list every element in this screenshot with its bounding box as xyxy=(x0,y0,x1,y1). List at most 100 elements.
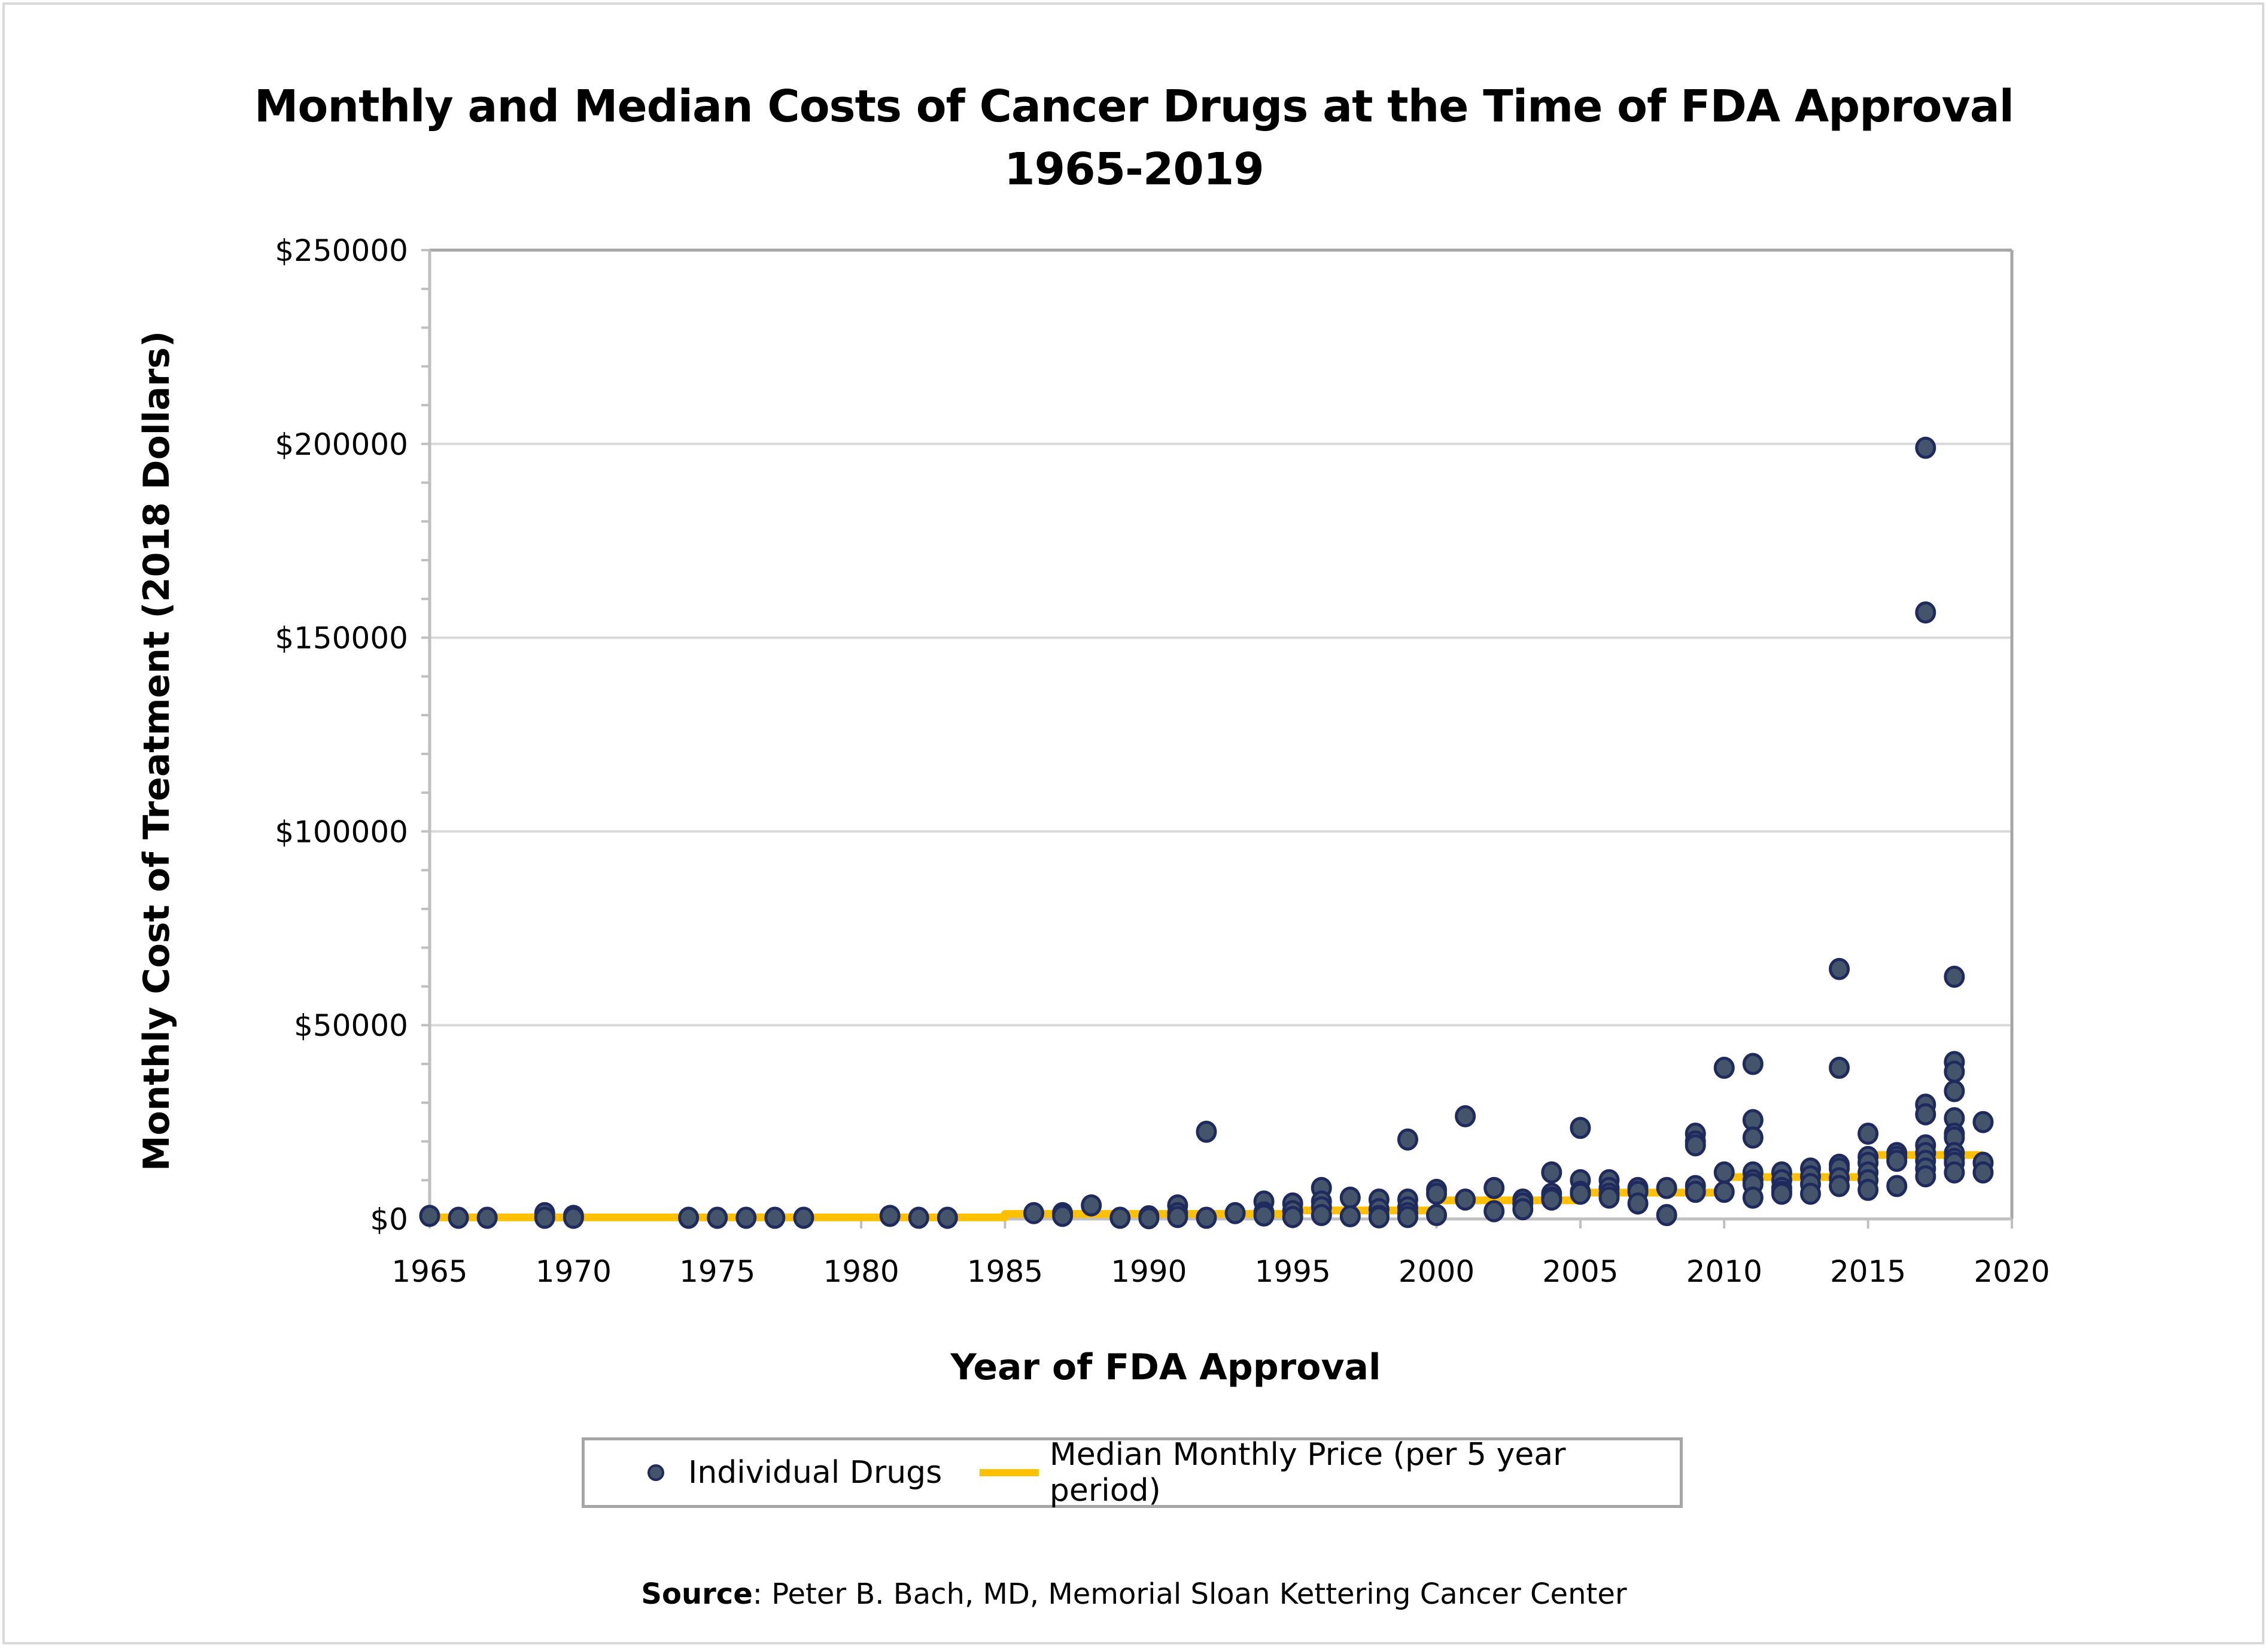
data-point xyxy=(1972,1111,1994,1133)
circle-marker-icon xyxy=(647,1464,664,1481)
data-point xyxy=(1944,965,1965,988)
data-point xyxy=(1455,1188,1476,1211)
data-point xyxy=(448,1206,469,1229)
x-tick-label: 1970 xyxy=(536,1254,612,1289)
data-point xyxy=(879,1205,901,1227)
legend-item-median: Median Monthly Price (per 5 year period) xyxy=(980,1437,1680,1509)
data-point xyxy=(1541,1188,1562,1211)
data-point xyxy=(1052,1205,1074,1227)
data-point xyxy=(1742,1186,1764,1209)
data-point xyxy=(1138,1207,1160,1230)
data-point xyxy=(764,1206,786,1229)
data-point xyxy=(735,1206,757,1229)
data-point xyxy=(1915,1103,1936,1126)
data-point xyxy=(1339,1186,1361,1209)
data-point xyxy=(1627,1192,1649,1215)
data-point xyxy=(1685,1134,1706,1157)
data-point xyxy=(1972,1161,1994,1184)
data-point xyxy=(1915,436,1936,459)
y-tick-label: $200000 xyxy=(275,427,408,462)
data-point xyxy=(1742,1126,1764,1149)
y-tick-label: $0 xyxy=(370,1202,408,1237)
data-point xyxy=(937,1206,958,1229)
x-tick-label: 2005 xyxy=(1542,1254,1618,1289)
data-point xyxy=(1829,1056,1850,1079)
data-point xyxy=(1915,601,1936,624)
data-point xyxy=(1713,1181,1735,1203)
data-point xyxy=(1771,1182,1792,1205)
chart-subtitle: 1965-2019 xyxy=(1004,144,1264,195)
data-point xyxy=(908,1206,929,1229)
data-point xyxy=(678,1206,700,1229)
data-point xyxy=(1426,1182,1448,1205)
tick-labels: $0 $50000 $100000 $150000 $200000 $250000 1965… xyxy=(275,233,2050,1289)
data-point xyxy=(1512,1198,1534,1221)
data-point xyxy=(1656,1204,1677,1227)
gridlines xyxy=(430,249,2012,1027)
data-point xyxy=(1167,1206,1188,1229)
data-point xyxy=(1397,1128,1418,1151)
data-point xyxy=(1081,1194,1102,1217)
y-tick-label: $250000 xyxy=(275,233,408,268)
data-point xyxy=(1483,1176,1505,1199)
data-point xyxy=(1598,1186,1620,1209)
source-note: Source: Peter B. Bach, MD, Memorial Sloa… xyxy=(0,1577,2268,1611)
y-tick-label: $150000 xyxy=(275,621,408,656)
data-point xyxy=(534,1206,555,1229)
data-point xyxy=(1426,1204,1448,1227)
x-axis-label: Year of FDA Approval xyxy=(950,1346,1381,1388)
data-point xyxy=(1857,1123,1879,1145)
data-point xyxy=(1109,1206,1131,1229)
data-point xyxy=(1713,1056,1735,1079)
data-point xyxy=(1829,957,1850,980)
data-point xyxy=(1397,1206,1418,1229)
y-axis-label: Monthly Cost of Treatment (2018 Dollars) xyxy=(136,331,178,1171)
y-tick-label: $100000 xyxy=(275,814,408,849)
data-point xyxy=(1944,1161,1965,1184)
data-point xyxy=(1196,1120,1217,1143)
data-point xyxy=(1570,1182,1591,1205)
data-point xyxy=(1656,1176,1677,1199)
x-tick-label: 1995 xyxy=(1255,1254,1331,1289)
data-point xyxy=(1713,1161,1735,1184)
x-tick-label: 2010 xyxy=(1686,1254,1762,1289)
legend-label: Individual Drugs xyxy=(688,1455,943,1491)
data-point xyxy=(1253,1204,1275,1227)
data-point xyxy=(1829,1175,1850,1197)
data-point xyxy=(476,1206,498,1229)
x-tick-label: 2020 xyxy=(1974,1254,2050,1289)
axes xyxy=(421,248,2014,1229)
data-point xyxy=(1282,1206,1303,1229)
data-point xyxy=(563,1206,584,1229)
data-point xyxy=(1023,1202,1045,1224)
data-point xyxy=(1368,1206,1390,1229)
legend-label: Median Monthly Price (per 5 year period) xyxy=(1049,1437,1566,1509)
data-point xyxy=(1339,1205,1361,1227)
x-tick-label: 1980 xyxy=(823,1254,899,1289)
data-point xyxy=(707,1206,728,1229)
source-prefix: Source xyxy=(641,1577,753,1611)
x-tick-label: 1985 xyxy=(967,1254,1043,1289)
data-point xyxy=(1944,1060,1965,1083)
source-text: : Peter B. Bach, MD, Memorial Sloan Kett… xyxy=(752,1577,1627,1611)
data-point xyxy=(1857,1178,1879,1201)
legend-item-individual-drugs: Individual Drugs xyxy=(647,1440,942,1505)
points-series xyxy=(419,436,1994,1230)
data-point xyxy=(419,1205,440,1227)
x-tick-label: 1965 xyxy=(391,1254,467,1289)
chart-title: Monthly and Median Costs of Cancer Drugs… xyxy=(254,81,2014,132)
data-point xyxy=(1483,1200,1505,1223)
data-point xyxy=(1311,1204,1332,1227)
data-point xyxy=(1570,1117,1591,1139)
line-marker-icon xyxy=(980,1469,1039,1476)
legend: Individual Drugs Median Monthly Price (p… xyxy=(582,1437,1683,1509)
x-tick-label: 1990 xyxy=(1111,1254,1187,1289)
x-tick-label: 2015 xyxy=(1830,1254,1906,1289)
data-point xyxy=(1742,1053,1764,1075)
data-point xyxy=(1915,1165,1936,1188)
data-point xyxy=(1541,1161,1562,1184)
y-tick-label: $50000 xyxy=(294,1008,408,1043)
data-point xyxy=(1455,1105,1476,1127)
